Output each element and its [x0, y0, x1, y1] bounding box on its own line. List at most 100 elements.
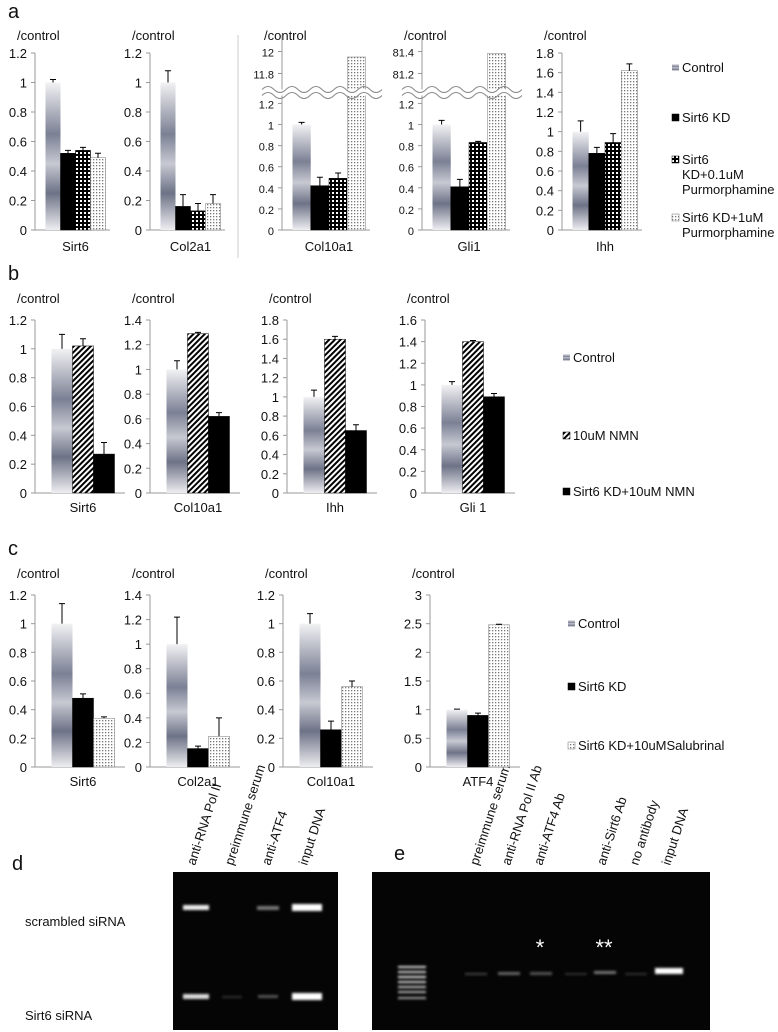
x-category-label: Col10a1 [307, 774, 355, 789]
x-category-label: Gli1 [457, 239, 480, 254]
y-tick-label: 1.4 [261, 351, 279, 366]
legend-swatch [671, 113, 680, 122]
y-tick-label: 1.2 [399, 99, 414, 111]
error-bar [316, 176, 323, 186]
y-tick-label: 1 [20, 342, 27, 357]
panel-label: e [394, 843, 405, 865]
legend-label: Sirt6 KD+0.1uM Purmorphamine [682, 152, 775, 197]
error-bar [195, 202, 201, 211]
row-label: scrambled siRNA [25, 914, 126, 929]
error-bar [195, 331, 201, 334]
y-tick-label: 0.4 [9, 703, 27, 718]
error-bar [298, 121, 305, 125]
y-tick-label: 0 [408, 226, 414, 238]
error-bar [210, 194, 216, 204]
bar [483, 396, 505, 494]
y-tick-label: 0.6 [124, 412, 142, 427]
y-tick-label: 1 [408, 121, 414, 133]
bar [187, 748, 209, 768]
error-bar [470, 340, 476, 342]
x-category-label: Gli 1 [460, 500, 487, 515]
y-tick-label: 0.2 [9, 731, 27, 746]
bar [604, 142, 622, 231]
bar [324, 338, 346, 494]
y-tick-label: 0.2 [9, 457, 27, 472]
row-label: Sirt6 siRNA [25, 1008, 93, 1023]
axis-unit-label: /control [412, 566, 455, 581]
axis-break-line [401, 86, 523, 93]
bar [292, 124, 311, 230]
error-bar [328, 720, 334, 730]
error-bar [174, 360, 180, 370]
x-category-label: Sirt6 [62, 239, 89, 254]
error-bar [438, 119, 445, 125]
error-bar [593, 146, 600, 154]
axis-unit-label: /control [132, 28, 175, 43]
y-tick-label: 0 [135, 486, 142, 501]
y-tick-label: 0.4 [536, 184, 554, 199]
axis-break [262, 89, 378, 96]
bar [208, 736, 230, 768]
bar [93, 718, 115, 768]
y-tick-label: 1.8 [536, 46, 554, 61]
axis-unit-label: /control [17, 28, 60, 43]
legend-label: 10uM NMN [573, 428, 639, 443]
y-tick-label: 1.8 [261, 313, 279, 328]
y-tick-label: 1.6 [261, 332, 279, 347]
axis-unit-label: /control [269, 291, 312, 306]
x-category-label: Sirt6 [70, 774, 97, 789]
x-category-label: Ihh [596, 239, 614, 254]
y-tick-label: 0.8 [399, 142, 414, 154]
y-tick-label: 0.2 [536, 203, 554, 218]
lane-label: anti-RNA Pol II [184, 781, 225, 867]
y-tick-label: 0.4 [9, 428, 27, 443]
legend-swatch [567, 741, 576, 750]
error-bar [454, 708, 460, 710]
y-tick-label: 1 [410, 378, 417, 393]
y-tick-label: 0.2 [124, 735, 142, 750]
panel-label: d [12, 853, 23, 875]
error-bar [335, 172, 342, 179]
error-bar [80, 146, 86, 151]
y-tick-label: 0.4 [124, 437, 142, 452]
error-bar [216, 717, 222, 737]
y-tick-label: 1 [20, 617, 27, 632]
legend-label: Control [573, 350, 615, 365]
error-bar [449, 381, 455, 385]
y-tick-label: 0.2 [399, 205, 414, 217]
bar [347, 56, 366, 231]
error-bar [80, 693, 86, 699]
bar [208, 416, 230, 494]
y-tick-label: 1.4 [124, 588, 142, 603]
error-bar [95, 152, 101, 158]
y-tick-label: 0 [410, 486, 417, 501]
error-bar [349, 680, 355, 687]
y-tick-label: 0.6 [536, 164, 554, 179]
error-bar [353, 424, 359, 431]
legend-label: Sirt6 KD [578, 679, 627, 694]
axis-break [402, 89, 518, 96]
y-tick-label: 0.6 [9, 400, 27, 415]
y-tick-label: 0.2 [9, 194, 27, 209]
y-tick-label: 0 [415, 760, 422, 775]
error-bar [491, 393, 497, 397]
y-tick-label: 0.2 [259, 205, 274, 217]
y-tick-label: 1.4 [399, 335, 417, 350]
bar [588, 153, 606, 231]
y-tick-label: 0.2 [124, 194, 142, 209]
significance-mark: ** [595, 935, 613, 960]
axis-break-line [261, 92, 383, 99]
y-tick-label: 1.6 [536, 66, 554, 81]
bar [190, 210, 206, 231]
legend-label: Sirt6 KD+10uMSalubrinal [578, 738, 725, 753]
error-bar [65, 149, 71, 154]
y-tick-label: 0.8 [536, 144, 554, 159]
y-tick-label: 0 [135, 760, 142, 775]
error-bar [59, 333, 65, 349]
legend-swatch [562, 487, 571, 496]
y-tick-label: 0.6 [259, 163, 274, 175]
y-tick-label: 0 [268, 760, 275, 775]
bar [621, 70, 638, 231]
bar [51, 348, 73, 493]
y-tick-label: 1.2 [259, 99, 274, 111]
